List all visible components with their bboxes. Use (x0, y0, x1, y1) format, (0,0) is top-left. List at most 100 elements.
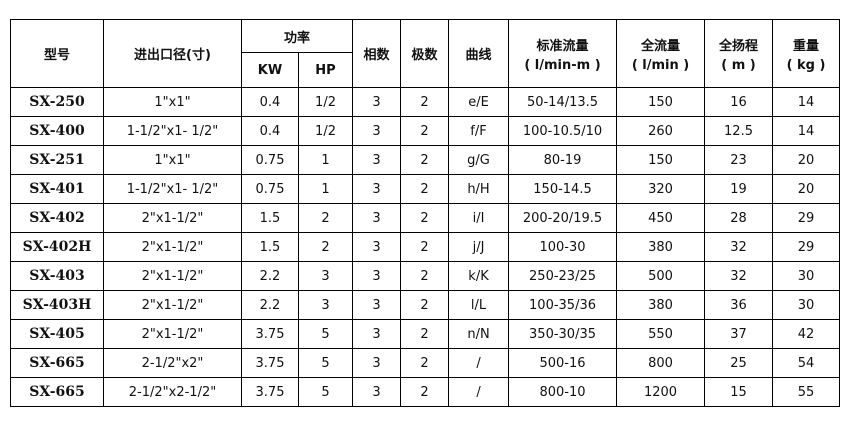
cell-max-head: 19 (704, 174, 774, 204)
cell-max-flow: 550 (616, 319, 706, 349)
header-kw: KW (241, 52, 299, 88)
cell-curve: l/L (448, 290, 510, 320)
max-flow-label: 全流量 (641, 38, 681, 54)
cell-kw: 0.4 (241, 116, 299, 146)
cell-curve: j/J (448, 232, 510, 262)
cell-model: SX-403H (10, 290, 104, 320)
cell-phase: 3 (352, 174, 402, 204)
cell-curve: n/N (448, 319, 510, 349)
cell-max-head: 37 (704, 319, 774, 349)
std-flow-unit: ( l/min-m ) (524, 57, 601, 73)
cell-max-flow: 150 (616, 145, 706, 175)
cell-model: SX-402 (10, 203, 104, 233)
cell-std-flow: 800-10 (508, 377, 618, 407)
cell-std-flow: 350-30/35 (508, 319, 618, 349)
cell-model: SX-251 (10, 145, 104, 175)
cell-phase: 3 (352, 87, 402, 117)
table-row: SX-400 1-1/2"x1- 1/2" 0.4 1/2 3 2 f/F 100-10.5/… (10, 116, 841, 146)
table-row: SX-402 2"x1-1/2" 1.5 2 3 2 i/I 200-20/19.5 450 28… (10, 203, 841, 233)
cell-model: SX-665 (10, 348, 104, 378)
cell-poles: 2 (400, 290, 450, 320)
cell-max-flow: 800 (616, 348, 706, 378)
cell-max-flow: 380 (616, 290, 706, 320)
table-body: SX-250 1"x1" 0.4 1/2 3 2 e/E 50-14/13.5 150 16 14 S… (10, 87, 841, 407)
cell-port: 2-1/2"x2-1/2" (103, 377, 242, 407)
cell-kw: 3.75 (241, 348, 299, 378)
cell-port: 1"x1" (103, 87, 242, 117)
cell-hp: 1/2 (297, 87, 354, 117)
cell-hp: 3 (297, 290, 354, 320)
cell-poles: 2 (400, 145, 450, 175)
table-row: SX-402H 2"x1-1/2" 1.5 2 3 2 j/J 100-30 380 32 29 (10, 232, 841, 262)
cell-std-flow: 150-14.5 (508, 174, 618, 204)
cell-weight: 30 (772, 261, 841, 291)
cell-phase: 3 (352, 290, 402, 320)
cell-kw: 1.5 (241, 232, 299, 262)
cell-weight: 14 (772, 116, 841, 146)
cell-phase: 3 (352, 232, 402, 262)
header-std-flow: 标准流量 ( l/min-m ) (508, 19, 618, 88)
std-flow-label: 标准流量 (536, 38, 589, 54)
cell-max-flow: 500 (616, 261, 706, 291)
cell-kw: 3.75 (241, 377, 299, 407)
cell-weight: 54 (772, 348, 841, 378)
cell-std-flow: 50-14/13.5 (508, 87, 618, 117)
cell-curve: f/F (448, 116, 510, 146)
cell-curve: / (448, 377, 510, 407)
cell-phase: 3 (352, 261, 402, 291)
cell-model: SX-665 (10, 377, 104, 407)
cell-curve: h/H (448, 174, 510, 204)
cell-phase: 3 (352, 377, 402, 407)
cell-max-flow: 260 (616, 116, 706, 146)
cell-max-head: 28 (704, 203, 774, 233)
cell-poles: 2 (400, 203, 450, 233)
cell-std-flow: 100-35/36 (508, 290, 618, 320)
cell-weight: 20 (772, 145, 841, 175)
cell-curve: e/E (448, 87, 510, 117)
cell-model: SX-401 (10, 174, 104, 204)
cell-weight: 30 (772, 290, 841, 320)
cell-weight: 14 (772, 87, 841, 117)
cell-phase: 3 (352, 116, 402, 146)
cell-kw: 2.2 (241, 290, 299, 320)
cell-std-flow: 200-20/19.5 (508, 203, 618, 233)
header-max-head: 全扬程 ( m ) (704, 19, 774, 88)
header-power: 功率 (240, 19, 354, 53)
cell-max-head: 23 (704, 145, 774, 175)
cell-weight: 20 (772, 174, 841, 204)
cell-max-head: 36 (704, 290, 774, 320)
table-row: SX-251 1"x1" 0.75 1 3 2 g/G 80-19 150 23 20 (10, 145, 841, 175)
cell-phase: 3 (352, 348, 402, 378)
cell-model: SX-402H (10, 232, 104, 262)
cell-curve: / (448, 348, 510, 378)
cell-model: SX-403 (10, 261, 104, 291)
cell-std-flow: 500-16 (508, 348, 618, 378)
cell-port: 1-1/2"x1- 1/2" (103, 116, 242, 146)
cell-phase: 3 (352, 319, 402, 349)
cell-hp: 2 (297, 203, 354, 233)
cell-hp: 2 (297, 232, 354, 262)
cell-curve: i/I (448, 203, 510, 233)
table-row: SX-403 2"x1-1/2" 2.2 3 3 2 k/K 250-23/25 500 32 30 (10, 261, 841, 291)
cell-max-head: 25 (704, 348, 774, 378)
cell-poles: 2 (400, 232, 450, 262)
cell-model: SX-400 (10, 116, 104, 146)
header-port: 进出口径(寸) (103, 19, 242, 88)
header-phase: 相数 (352, 19, 402, 88)
cell-hp: 1 (297, 145, 354, 175)
cell-port: 2"x1-1/2" (103, 290, 242, 320)
cell-std-flow: 100-30 (508, 232, 618, 262)
header-max-flow: 全流量 ( l/min ) (616, 19, 706, 88)
table-row: SX-401 1-1/2"x1- 1/2" 0.75 1 3 2 h/H 150-14.5 32… (10, 174, 841, 204)
header-poles: 极数 (400, 19, 450, 88)
cell-max-flow: 450 (616, 203, 706, 233)
cell-std-flow: 80-19 (508, 145, 618, 175)
table-row: SX-250 1"x1" 0.4 1/2 3 2 e/E 50-14/13.5 150 16 14 (10, 87, 841, 117)
cell-hp: 1 (297, 174, 354, 204)
cell-poles: 2 (400, 319, 450, 349)
cell-poles: 2 (400, 261, 450, 291)
cell-kw: 0.75 (241, 145, 299, 175)
cell-phase: 3 (352, 203, 402, 233)
cell-hp: 5 (297, 348, 354, 378)
max-flow-unit: ( l/min ) (631, 57, 690, 73)
